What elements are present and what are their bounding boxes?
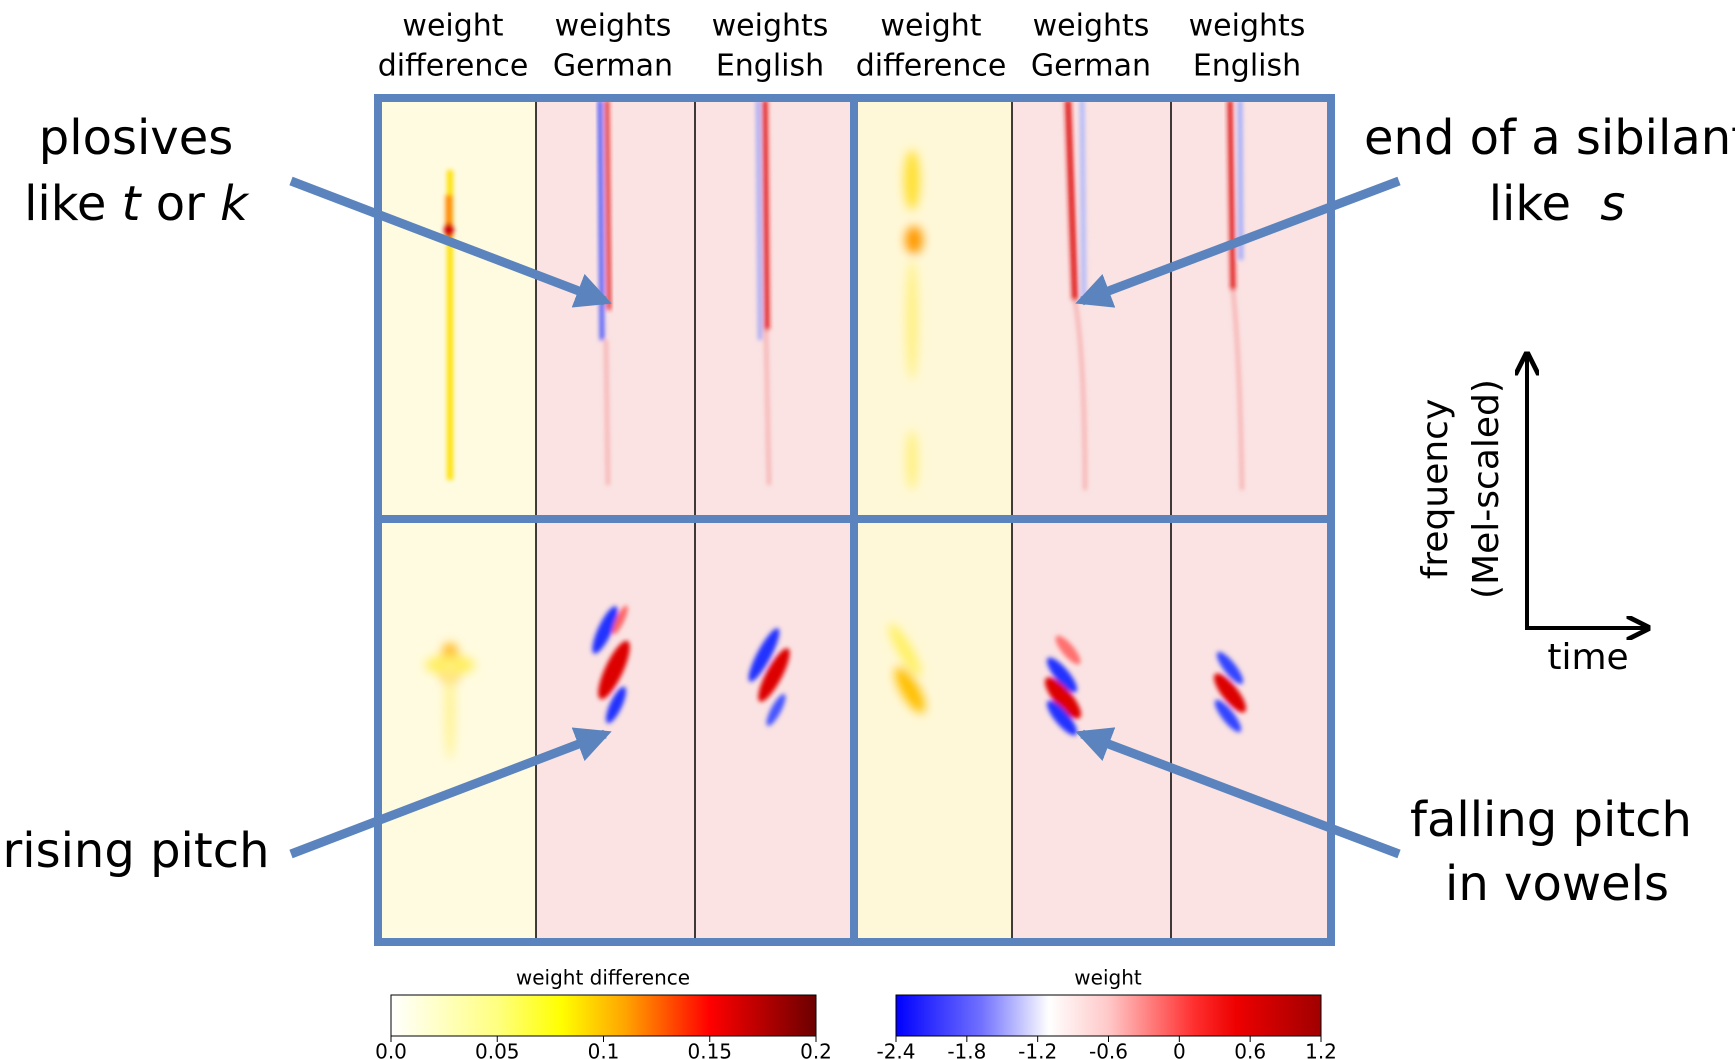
column-header: German xyxy=(1031,49,1151,84)
annotation-part: or xyxy=(140,176,220,232)
filter-streak xyxy=(756,99,771,486)
panel-frame xyxy=(374,94,1335,946)
annotation-part: like xyxy=(24,176,122,232)
annotation: rising pitch xyxy=(3,823,270,879)
annotation-part: s xyxy=(1600,176,1625,232)
colorbar-tick-label: 1.2 xyxy=(1305,1040,1337,1059)
filter-streak xyxy=(1065,99,1087,491)
column-header: English xyxy=(716,49,824,84)
column-header: English xyxy=(1193,49,1301,84)
axes-arrows xyxy=(1525,354,1648,630)
column-header: weights xyxy=(1033,9,1150,44)
colorbar-title: weight xyxy=(1074,966,1142,990)
colorbar xyxy=(390,994,817,1037)
y-axis-label: frequency xyxy=(1415,399,1456,580)
column-header: difference xyxy=(856,49,1007,84)
diff-streak xyxy=(444,170,454,480)
column-header: difference xyxy=(378,49,529,84)
colorbar-tick-label: -1.8 xyxy=(947,1040,986,1059)
colorbar-ticks: 0.0 0.05 0.1 0.15 0.2 -2.4 -1.8 -1.2 -0.6 0 0.6 1.2 xyxy=(375,1036,1337,1059)
colorbar-tick-label: 0 xyxy=(1173,1040,1186,1059)
pitch-blob xyxy=(1044,635,1082,736)
colorbar-tick-label: -2.4 xyxy=(876,1040,915,1059)
arrow xyxy=(289,176,612,308)
annotation: in vowels xyxy=(1445,856,1669,912)
column-header: weights xyxy=(1189,9,1306,44)
diff-streak xyxy=(904,150,923,490)
annotation: falling pitch xyxy=(1410,792,1692,848)
column-headers: weight difference weights German weights Engl… xyxy=(378,9,1306,84)
pitch-blob xyxy=(1213,651,1247,733)
annotation-part: k xyxy=(220,176,250,232)
colorbar xyxy=(895,994,1322,1037)
pitch-blob xyxy=(748,628,790,727)
diff-blob xyxy=(888,623,926,713)
colorbar-tick-label: 0.1 xyxy=(588,1040,620,1059)
colorbar-tick-label: 0.6 xyxy=(1234,1040,1266,1059)
annotation-part: like xyxy=(1489,176,1587,232)
colorbar-tick-label: 0.05 xyxy=(475,1040,520,1059)
heatmaps xyxy=(374,94,1335,946)
arrow xyxy=(1075,176,1401,308)
annotation-arrows xyxy=(289,176,1401,859)
colorbar-tick-label: 0.0 xyxy=(375,1040,407,1059)
column-header: weight xyxy=(880,9,981,44)
filter-streak xyxy=(1227,99,1244,491)
column-header: weights xyxy=(555,9,672,44)
annotation: like t or k xyxy=(24,176,250,232)
diff-blob xyxy=(425,643,475,760)
column-header: German xyxy=(553,49,673,84)
column-header: weight xyxy=(402,9,503,44)
colorbar-title: weight difference xyxy=(516,966,690,990)
arrow xyxy=(1075,727,1401,859)
annotation: end of a sibilant xyxy=(1364,110,1735,166)
pitch-blob xyxy=(592,605,630,724)
colorbar-tick-label: 0.15 xyxy=(687,1040,732,1059)
x-axis-label: time xyxy=(1547,637,1628,678)
arrow xyxy=(289,727,612,859)
annotation: like s xyxy=(1489,176,1626,232)
annotation: plosives xyxy=(39,110,233,166)
column-header: weights xyxy=(712,9,829,44)
colorbar-tick-label: 0.2 xyxy=(800,1040,832,1059)
colorbar-tick-label: -0.6 xyxy=(1089,1040,1128,1059)
annotation-part: t xyxy=(122,176,143,232)
y-axis-label: (Mel-scaled) xyxy=(1466,379,1507,599)
colorbar-tick-label: -1.2 xyxy=(1018,1040,1057,1059)
